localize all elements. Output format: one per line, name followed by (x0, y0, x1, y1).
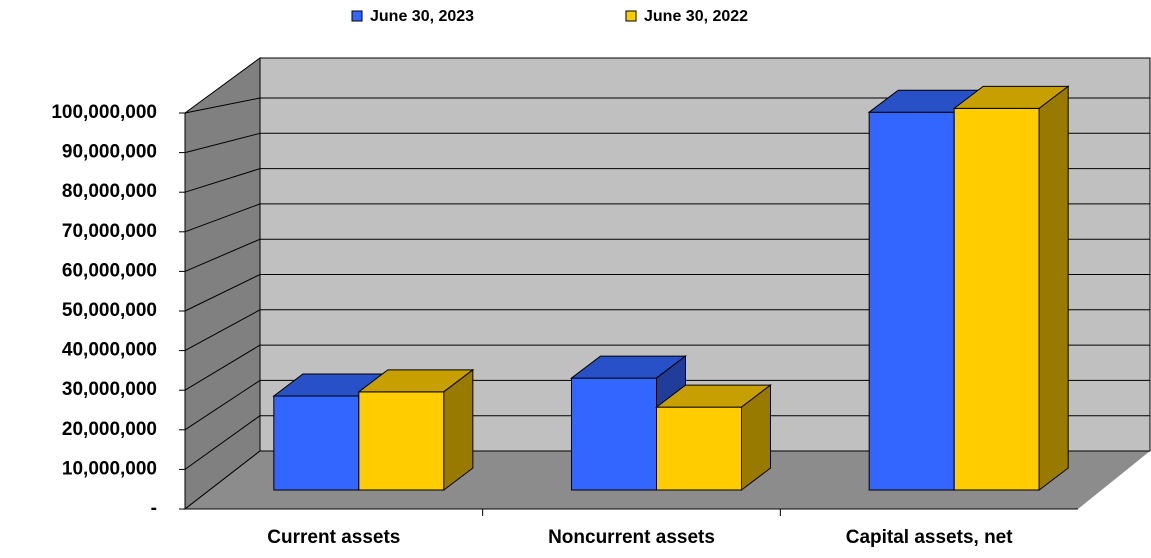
grid-line (184, 450, 261, 510)
grid-line (184, 168, 261, 193)
y-tick-label: - (151, 498, 157, 519)
y-tick-label: 40,000,000 (62, 340, 157, 361)
grid-line (184, 379, 261, 431)
legend-label: June 30, 2023 (370, 8, 474, 25)
bar-front (953, 107, 1040, 491)
grid-line (184, 344, 261, 391)
grid-line (184, 309, 261, 352)
bar-front (868, 111, 955, 491)
grid-line (184, 97, 261, 114)
legend-label: June 30, 2022 (644, 8, 748, 25)
x-tick-label: Current assets (267, 527, 400, 548)
y-tick-label: 100,000,000 (51, 102, 157, 123)
legend-swatch (351, 10, 363, 22)
grid-line (184, 238, 261, 272)
grid-line (184, 274, 261, 312)
bar-side (443, 368, 474, 492)
side-wall (184, 57, 261, 511)
bar-front (273, 395, 360, 491)
grid-line (184, 415, 261, 470)
bar-front (358, 391, 445, 491)
y-tick-label: 60,000,000 (62, 260, 157, 281)
bar-side (741, 384, 771, 492)
y-tick-label: 90,000,000 (62, 142, 157, 163)
legend-swatch (625, 10, 637, 22)
bar (655, 384, 772, 492)
bar-front (656, 406, 742, 491)
grid-line (184, 203, 261, 233)
y-tick-label: 10,000,000 (62, 458, 157, 479)
x-tick-label: Noncurrent assets (548, 527, 715, 548)
y-tick-label: 70,000,000 (62, 221, 157, 242)
x-tick-label: Capital assets, net (846, 527, 1014, 548)
y-tick-label: 50,000,000 (62, 300, 157, 321)
grid-line (184, 132, 261, 154)
bar (357, 368, 475, 492)
bar-side (1038, 85, 1069, 492)
y-tick-label: 30,000,000 (62, 379, 157, 400)
y-tick-label: 20,000,000 (62, 419, 157, 440)
bar (952, 85, 1070, 492)
bar-front (571, 377, 657, 491)
y-tick-label: 80,000,000 (62, 181, 157, 202)
